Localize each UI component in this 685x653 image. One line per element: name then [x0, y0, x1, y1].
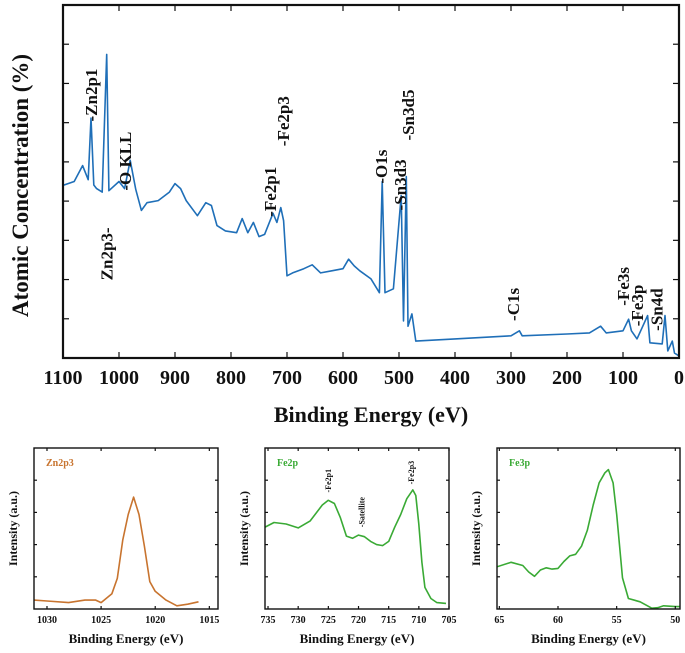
x-tick-label: 1030	[37, 615, 57, 626]
x-tick-label: 715	[381, 615, 396, 626]
plot-frame	[61, 3, 681, 360]
peak-annotation: -Fe2p3	[407, 461, 416, 485]
series-line	[34, 496, 199, 607]
x-tick-label: 1100	[44, 367, 83, 389]
x-tick-label: 500	[384, 367, 414, 389]
x-tick-label: 1025	[91, 615, 111, 626]
peak-annotation: -Fe2p1	[324, 469, 333, 493]
peak-annotation: -Sn3d5	[399, 90, 418, 141]
peak-annotation: -Fe2p1	[261, 167, 280, 217]
inset-panel-fe3p: 65 60 55 50 Binding Energy (eV) Intensity (a.…	[469, 447, 681, 646]
x-tick-label: 800	[216, 367, 246, 389]
x-tick-label: 700	[272, 367, 302, 389]
plot-frame	[496, 447, 681, 610]
x-tick-label: 60	[553, 615, 563, 626]
x-tick-label: 1020	[145, 615, 165, 626]
y-axis-label: Intensity (a.u.)	[469, 491, 483, 566]
x-tick-label: 705	[442, 615, 457, 626]
y-axis-label: Atomic Concentration (%)	[8, 54, 33, 317]
x-axis-label: Binding Energy (eV)	[300, 631, 415, 646]
peak-annotation: -Sn3d3	[391, 159, 410, 210]
peak-annotation: -Fe3s	[614, 267, 633, 306]
inset-title: Fe2p	[277, 458, 299, 469]
series-line	[265, 489, 447, 605]
x-tick-label: 300	[496, 367, 526, 389]
x-tick-label: 200	[552, 367, 582, 389]
plot-frame	[33, 447, 219, 610]
peak-annotation: Zn2p3-	[98, 227, 117, 280]
inset-panel-zn2p3: 1030 1025 1020 1015 Binding Energy (eV) Inten…	[6, 447, 219, 646]
peak-annotation: -Fe3p	[628, 285, 647, 327]
survey-spectrum-panel: 1100 1000 900 800 700 600 500 400 300 200 100 0Bind…	[8, 3, 684, 427]
series-line	[497, 468, 680, 609]
series-line	[63, 53, 679, 357]
peak-annotation: -Satellite	[357, 497, 366, 528]
peak-annotation: -Fe2p3	[274, 96, 293, 146]
x-tick-label: 0	[674, 367, 684, 389]
x-tick-label: 725	[321, 615, 336, 626]
inset-title: Fe3p	[509, 458, 531, 469]
x-tick-label: 600	[328, 367, 358, 389]
y-axis-label: Intensity (a.u.)	[6, 491, 20, 566]
x-axis-label: Binding Energy (eV)	[69, 631, 184, 646]
y-axis-label: Intensity (a.u.)	[237, 491, 251, 566]
x-axis-label: Binding Energy (eV)	[531, 631, 646, 646]
x-tick-label: 1015	[199, 615, 219, 626]
peak-annotation: -Zn2p1	[82, 69, 101, 122]
x-tick-label: 730	[291, 615, 306, 626]
peak-annotation: -O KLL	[116, 132, 135, 191]
x-tick-label: 100	[608, 367, 638, 389]
x-tick-label: 50	[670, 615, 680, 626]
x-tick-label: 400	[440, 367, 470, 389]
x-axis-label: Binding Energy (eV)	[274, 402, 468, 427]
peak-annotation: -Sn4d	[648, 288, 667, 331]
inset-title: Zn2p3	[46, 458, 74, 469]
x-tick-label: 900	[160, 367, 190, 389]
x-tick-label: 735	[261, 615, 276, 626]
peak-annotation: -C1s	[504, 287, 523, 320]
plot-frame	[264, 447, 450, 610]
x-tick-label: 720	[351, 615, 366, 626]
x-tick-label: 55	[612, 615, 622, 626]
peak-annotation: -O1s	[372, 149, 391, 183]
x-tick-label: 710	[411, 615, 426, 626]
x-tick-label: 1000	[99, 367, 139, 389]
x-tick-label: 65	[494, 615, 504, 626]
inset-panel-fe2p: 735 730 725 720 715 710 705 Binding Energy (eV)…	[237, 447, 457, 646]
